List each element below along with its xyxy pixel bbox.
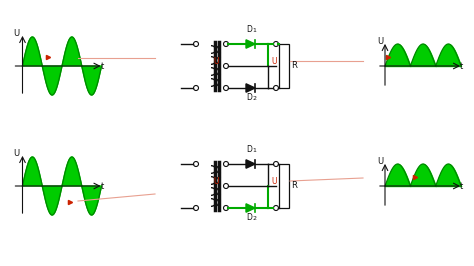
- Polygon shape: [246, 84, 255, 92]
- Text: t: t: [100, 62, 104, 71]
- Text: U: U: [377, 37, 383, 46]
- Text: R: R: [291, 181, 297, 190]
- Text: t: t: [460, 182, 463, 191]
- Text: D: D: [246, 213, 253, 222]
- Text: U: U: [213, 57, 219, 66]
- Bar: [279, 44, 289, 88]
- Text: D: D: [246, 145, 253, 154]
- Text: R: R: [291, 61, 297, 70]
- Bar: [279, 164, 289, 208]
- Text: U: U: [213, 177, 219, 186]
- Text: t: t: [100, 182, 104, 191]
- Text: D: D: [246, 25, 253, 34]
- Polygon shape: [246, 160, 255, 168]
- Polygon shape: [246, 40, 255, 48]
- Text: U: U: [13, 149, 19, 158]
- Text: U: U: [271, 57, 276, 66]
- Text: U: U: [13, 29, 19, 38]
- Text: 2: 2: [253, 96, 256, 101]
- Text: U: U: [377, 157, 383, 166]
- Text: U: U: [271, 177, 276, 186]
- Polygon shape: [246, 204, 255, 212]
- Text: D: D: [246, 93, 253, 102]
- Text: 1: 1: [253, 148, 256, 153]
- Text: t: t: [460, 62, 463, 71]
- Text: 1: 1: [253, 28, 256, 33]
- Text: 2: 2: [253, 216, 256, 221]
